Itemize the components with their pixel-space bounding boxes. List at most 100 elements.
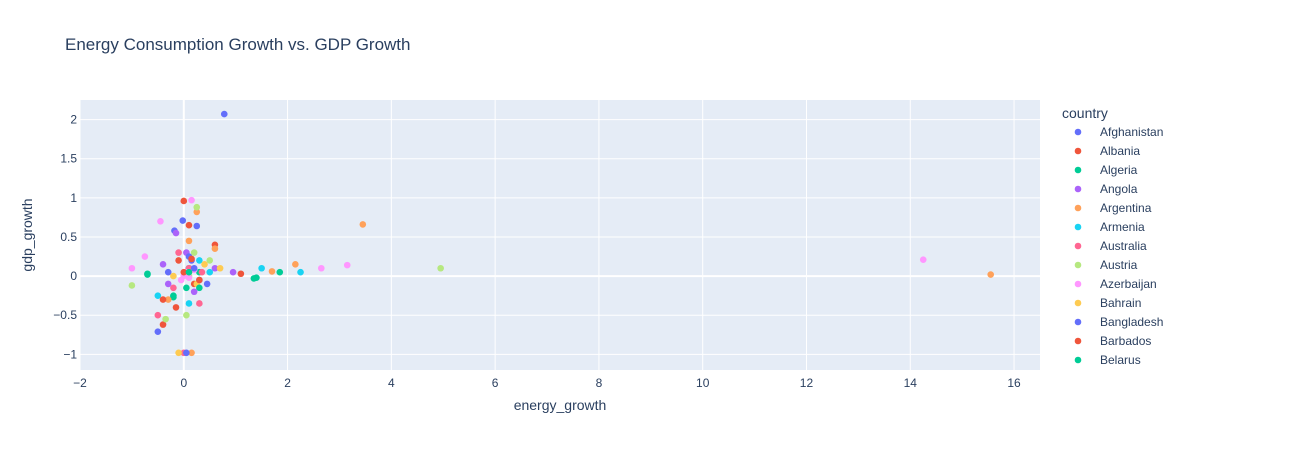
data-point[interactable] (216, 264, 224, 272)
legend-item-algeria[interactable]: Algeria (1074, 163, 1138, 177)
data-point[interactable] (276, 268, 284, 276)
data-point[interactable] (193, 222, 201, 230)
data-point[interactable] (183, 349, 190, 357)
data-point[interactable] (180, 197, 188, 205)
legend-item-albania[interactable]: Albania (1074, 144, 1141, 158)
data-point[interactable] (164, 268, 172, 276)
legend-marker (1074, 261, 1082, 269)
legend-item-barbados[interactable]: Barbados (1074, 334, 1152, 348)
legend-item-bahrain[interactable]: Bahrain (1074, 296, 1142, 310)
x-tick-label: 6 (492, 376, 499, 390)
data-point[interactable] (206, 268, 214, 276)
data-points[interactable] (128, 110, 995, 357)
data-point[interactable] (172, 229, 180, 237)
data-point[interactable] (185, 274, 193, 281)
data-point[interactable] (154, 292, 162, 299)
data-point[interactable] (203, 280, 211, 288)
data-point[interactable] (154, 328, 162, 335)
data-point[interactable] (177, 276, 185, 284)
data-point[interactable] (359, 221, 367, 228)
data-point[interactable] (193, 208, 201, 216)
data-point[interactable] (206, 257, 214, 264)
data-point[interactable] (188, 349, 195, 357)
data-point[interactable] (183, 284, 190, 292)
data-point[interactable] (201, 261, 208, 268)
data-point[interactable] (185, 221, 193, 229)
data-point[interactable] (159, 321, 167, 328)
legend-marker (1074, 147, 1082, 155)
data-point[interactable] (343, 261, 351, 269)
data-point[interactable] (987, 271, 995, 278)
legend-item-afghanistan[interactable]: Afghanistan (1074, 125, 1164, 139)
data-point[interactable] (159, 261, 167, 268)
data-point[interactable] (170, 272, 177, 280)
data-point[interactable] (919, 256, 927, 263)
data-point[interactable] (196, 257, 203, 264)
series-argentina[interactable] (164, 208, 995, 357)
series-bahrain[interactable] (170, 261, 224, 357)
data-point[interactable] (211, 264, 219, 272)
data-point[interactable] (185, 300, 193, 307)
data-point[interactable] (172, 304, 180, 311)
data-point[interactable] (185, 237, 193, 245)
data-point[interactable] (193, 203, 201, 211)
data-point[interactable] (154, 311, 162, 319)
legend-item-bangladesh[interactable]: Bangladesh (1074, 315, 1164, 329)
data-point[interactable] (175, 249, 182, 256)
data-point[interactable] (317, 264, 325, 272)
data-point[interactable] (141, 253, 149, 260)
legend-item-belarus[interactable]: Belarus (1074, 353, 1141, 367)
data-point[interactable] (297, 268, 304, 276)
data-point[interactable] (185, 268, 193, 276)
data-point[interactable] (175, 349, 182, 357)
series-bangladesh[interactable] (164, 253, 211, 357)
data-point[interactable] (258, 264, 265, 272)
data-point[interactable] (196, 276, 203, 284)
data-point[interactable] (220, 110, 228, 118)
data-point[interactable] (175, 257, 182, 264)
series-armenia[interactable] (154, 257, 304, 307)
data-point[interactable] (170, 292, 177, 299)
legend-item-austria[interactable]: Austria (1074, 258, 1138, 272)
series-angola[interactable] (159, 229, 237, 296)
legend-item-azerbaijan[interactable]: Azerbaijan (1074, 277, 1157, 291)
data-point[interactable] (190, 249, 198, 256)
data-point[interactable] (190, 288, 198, 296)
data-point[interactable] (237, 270, 245, 278)
data-point[interactable] (188, 255, 195, 263)
data-point[interactable] (162, 315, 169, 323)
data-point[interactable] (268, 268, 276, 275)
series-belarus[interactable] (144, 268, 258, 299)
data-point[interactable] (190, 264, 198, 272)
data-point[interactable] (198, 268, 206, 276)
data-point[interactable] (229, 268, 237, 276)
y-tick-label: 1 (70, 191, 77, 205)
chart-title: Energy Consumption Growth vs. GDP Growth (65, 35, 411, 54)
data-point[interactable] (437, 264, 444, 272)
data-point[interactable] (128, 264, 136, 272)
data-point[interactable] (179, 217, 187, 224)
legend-item-armenia[interactable]: Armenia (1074, 220, 1145, 234)
data-point[interactable] (183, 311, 190, 319)
data-point[interactable] (128, 282, 136, 289)
data-point[interactable] (211, 245, 219, 252)
data-point[interactable] (159, 296, 167, 303)
data-point[interactable] (196, 300, 203, 307)
data-point[interactable] (164, 280, 172, 288)
legend-item-australia[interactable]: Australia (1074, 239, 1147, 253)
legend-item-angola[interactable]: Angola (1074, 182, 1138, 196)
legend[interactable]: country Afghanistan Albania Algeria Angola A… (1062, 105, 1163, 367)
data-point[interactable] (250, 275, 258, 282)
data-point[interactable] (170, 284, 177, 292)
series-barbados[interactable] (159, 255, 203, 311)
series-austria[interactable] (128, 203, 444, 323)
legend-item-argentina[interactable]: Argentina (1074, 201, 1152, 215)
data-point[interactable] (292, 261, 299, 268)
data-point[interactable] (157, 218, 164, 225)
data-point[interactable] (188, 196, 195, 204)
data-point[interactable] (164, 296, 172, 303)
data-point[interactable] (180, 268, 188, 276)
data-point[interactable] (144, 271, 151, 278)
data-point[interactable] (196, 284, 203, 292)
legend-label: Algeria (1100, 163, 1138, 177)
